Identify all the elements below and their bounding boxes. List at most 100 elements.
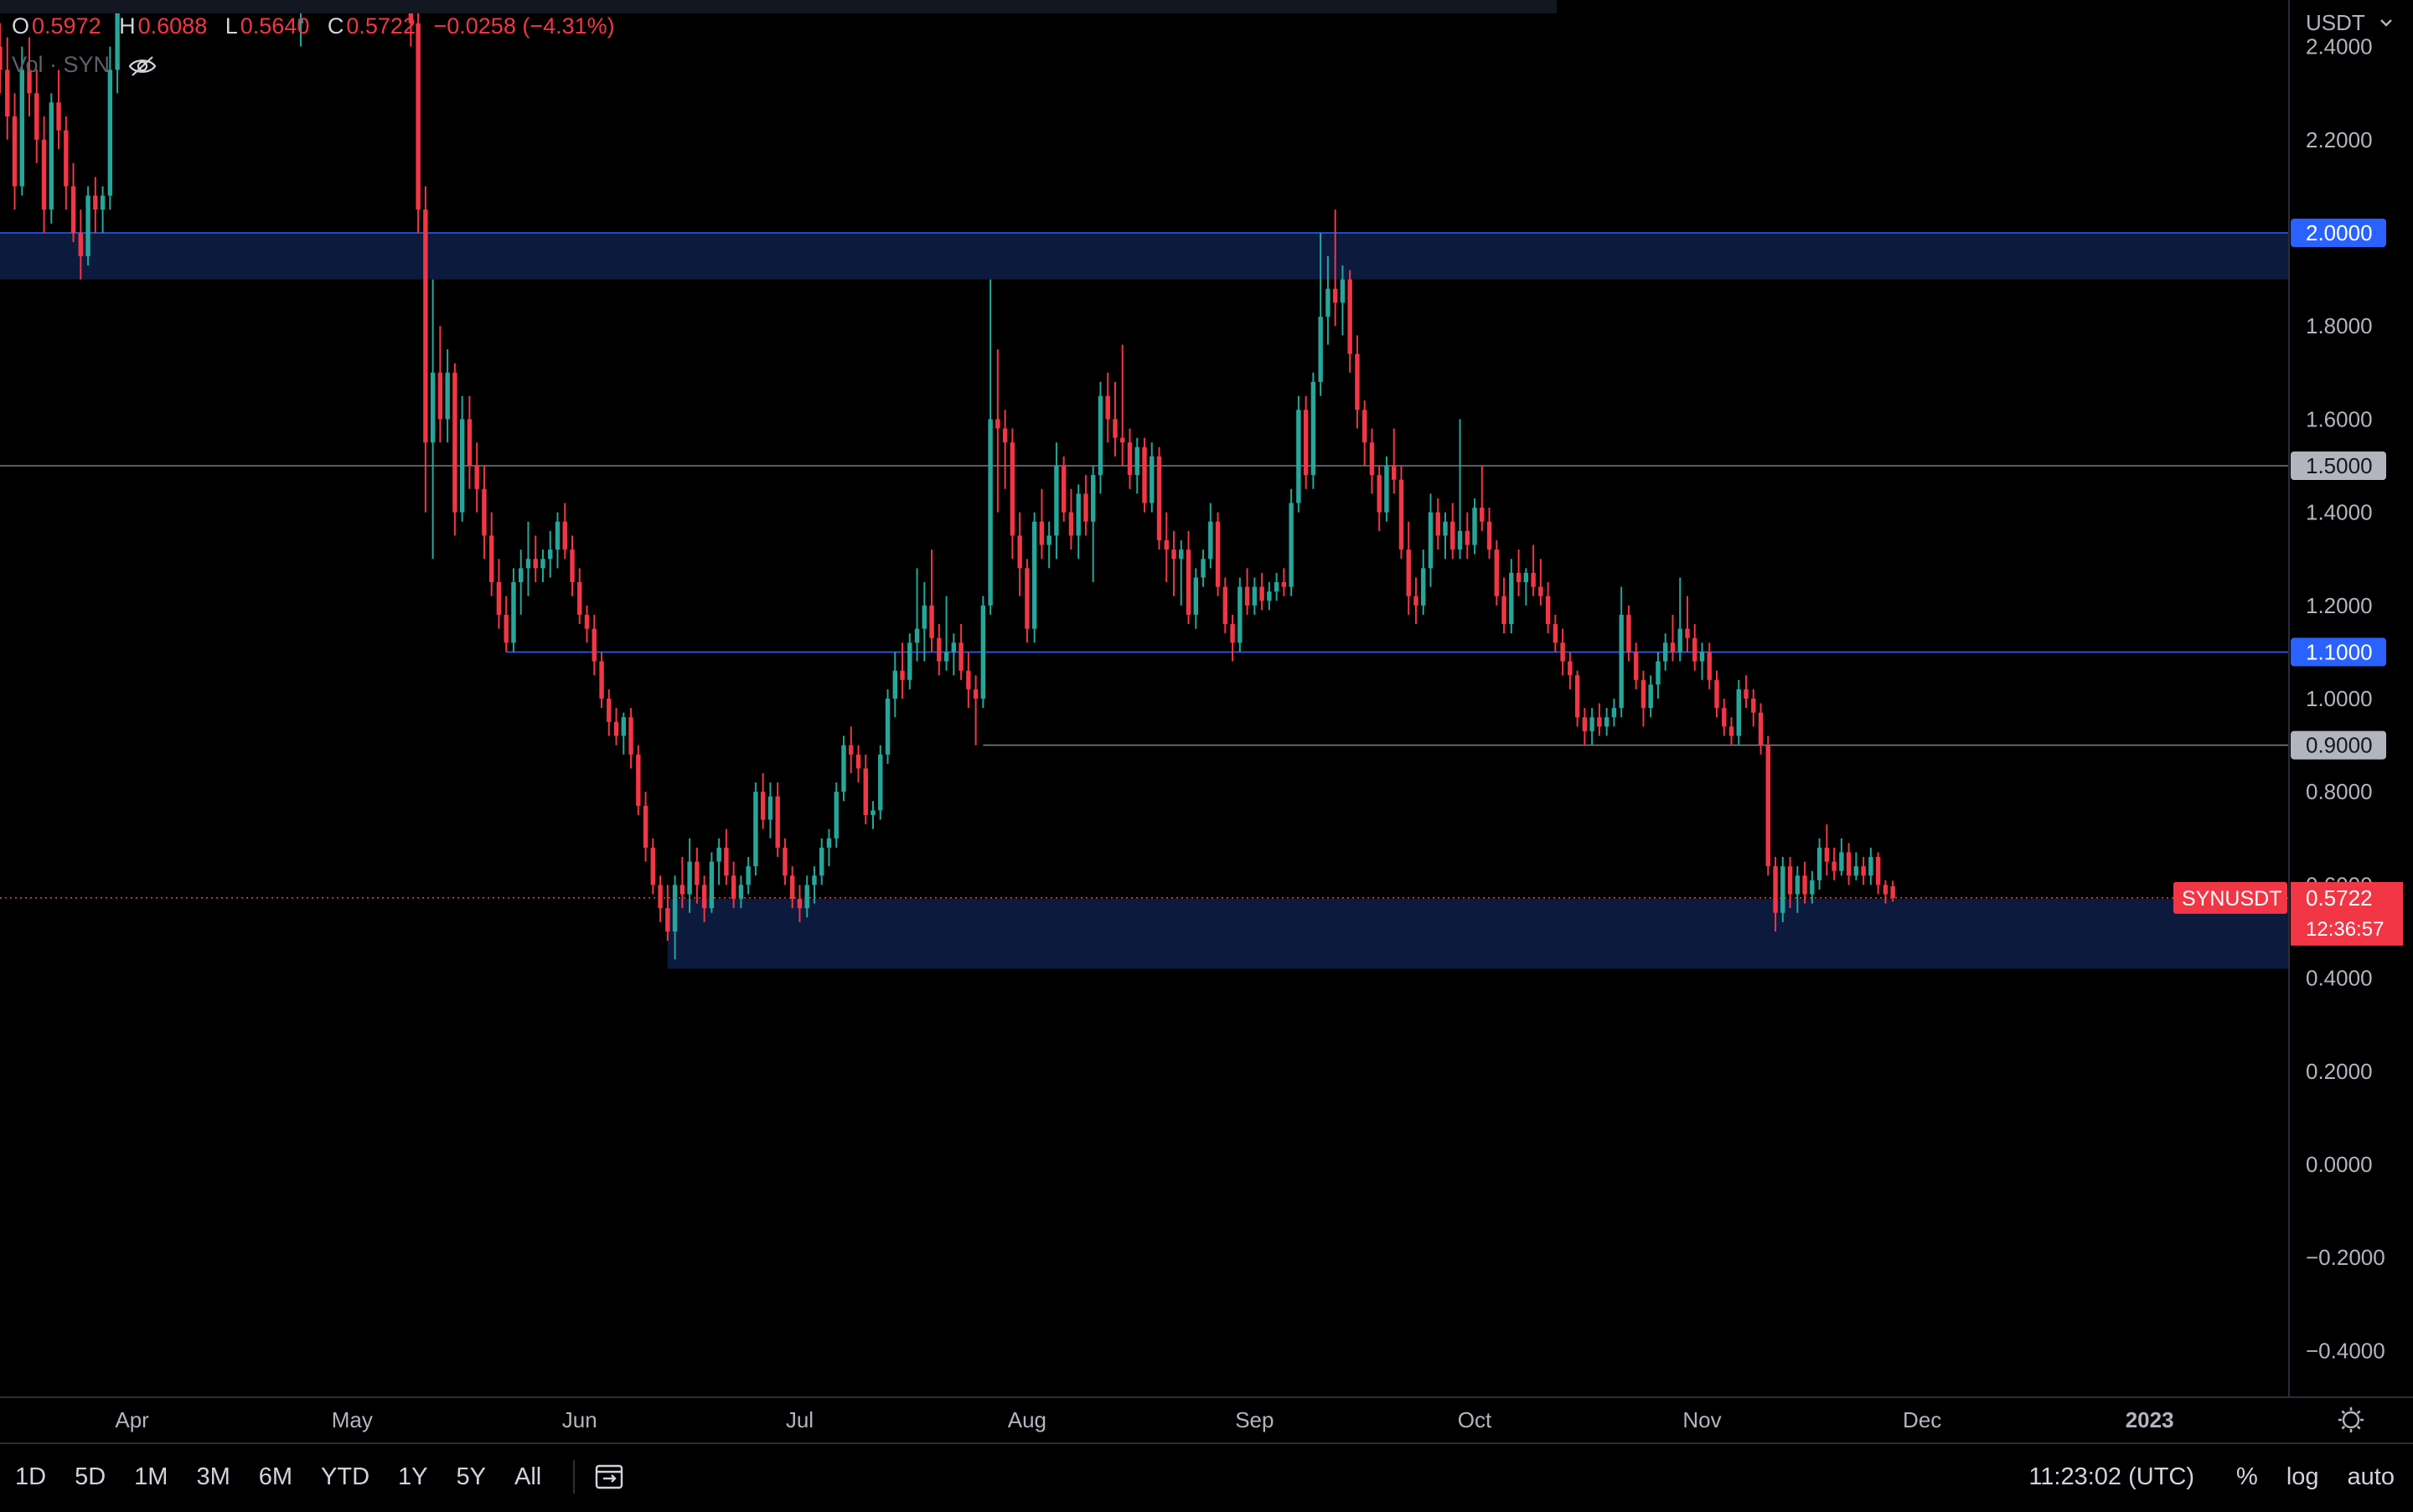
candle-body: [1142, 446, 1147, 503]
candle-body: [452, 372, 457, 513]
change-value: −0.0258 (−4.31%): [433, 13, 615, 39]
go-to-date-icon[interactable]: [593, 1460, 627, 1494]
candle-body: [914, 628, 920, 643]
candle-body: [1589, 717, 1594, 731]
chevron-down-icon[interactable]: [2380, 19, 2392, 27]
candle-body: [1090, 475, 1096, 522]
candle-body: [1413, 596, 1418, 606]
time-axis-tick: Dec: [1903, 1407, 1941, 1432]
candle-body: [1480, 508, 1485, 522]
bottom-right-controls: 11:23:02 (UTC) % log auto: [2028, 1444, 2413, 1509]
candle-body: [871, 810, 876, 815]
eye-hidden-icon[interactable]: [128, 55, 157, 77]
settings-gear-icon[interactable]: [2338, 1407, 2364, 1432]
time-axis-tick: May: [332, 1407, 373, 1432]
candle-body: [1113, 419, 1118, 438]
range-3m-button[interactable]: 3M: [196, 1463, 230, 1490]
candle-body: [1472, 508, 1477, 545]
price-axis-tick: −0.2000: [2306, 1245, 2385, 1270]
symbol-tag: [2173, 881, 2287, 914]
range-all-button[interactable]: All: [514, 1463, 542, 1490]
log-scale-toggle[interactable]: log: [2286, 1463, 2319, 1490]
candle-body: [1611, 708, 1617, 718]
price-axis-tick: −0.4000: [2306, 1338, 2385, 1363]
price-axis-tick: 1.0000: [2306, 686, 2373, 711]
candle-body: [1164, 539, 1169, 550]
candle-body: [1347, 279, 1352, 354]
candle-body: [85, 195, 90, 256]
candle-body: [1545, 596, 1551, 625]
candle-body: [1516, 572, 1522, 582]
candle-body: [1773, 866, 1778, 913]
candle-body: [474, 466, 479, 489]
range-1d-button[interactable]: 1D: [15, 1463, 47, 1490]
candle-body: [1252, 586, 1258, 606]
candle-body: [488, 535, 494, 582]
range-1m-button[interactable]: 1M: [134, 1463, 168, 1490]
range-6m-button[interactable]: 6M: [258, 1463, 293, 1490]
candle-body: [34, 93, 39, 140]
time-axis-tick: Jul: [786, 1407, 814, 1432]
support-resistance-zone[interactable]: [0, 233, 2289, 280]
utc-clock[interactable]: 11:23:02 (UTC): [2028, 1463, 2195, 1490]
candle-body: [658, 885, 663, 909]
price-axis-tick: 2.4000: [2306, 34, 2373, 59]
range-1y-button[interactable]: 1Y: [398, 1463, 428, 1490]
price-level-tag-label: 2.0000: [2306, 220, 2373, 245]
candle-body: [1392, 466, 1397, 480]
volume-legend[interactable]: Vol · SYN: [12, 52, 157, 78]
gear-tooth: [2341, 1425, 2346, 1430]
candle-body: [1853, 866, 1859, 876]
candle-body: [1010, 442, 1015, 536]
candle-body: [5, 70, 10, 116]
candle-body: [1362, 410, 1367, 443]
candle-body: [709, 861, 715, 909]
range-5y-button[interactable]: 5Y: [456, 1463, 487, 1490]
price-axis-tick: 1.4000: [2306, 500, 2373, 525]
candle-body: [900, 670, 905, 680]
price-level-tag[interactable]: [2291, 452, 2386, 480]
toolbar-divider: [573, 1460, 576, 1494]
candle-body: [27, 70, 32, 94]
price-level-tag[interactable]: [2291, 730, 2386, 760]
candle-body: [1816, 847, 1822, 880]
support-resistance-zone[interactable]: [667, 899, 2290, 969]
candle-body: [863, 768, 868, 815]
candle-body: [1582, 717, 1588, 731]
price-axis-tick: 1.2000: [2306, 593, 2373, 618]
candle-body: [56, 102, 61, 131]
low-value: 0.5640: [240, 13, 310, 39]
candle-body: [1839, 852, 1844, 871]
candle-body: [1810, 880, 1815, 895]
price-level-tag-label: 0.9000: [2306, 733, 2373, 758]
candle-body: [1083, 493, 1088, 522]
candle-body: [437, 372, 443, 420]
price-level-tag[interactable]: [2291, 637, 2386, 667]
candle-body: [599, 661, 604, 699]
candle-body: [1523, 572, 1529, 582]
candle-body: [1509, 572, 1514, 625]
price-level-tag[interactable]: [2291, 219, 2386, 247]
candle-body: [1486, 521, 1492, 550]
ohlc-legend: O 0.5972 H 0.6088 L 0.5640 C 0.5722 −0.0258 …: [12, 13, 615, 39]
candle-body: [892, 670, 897, 699]
percent-scale-toggle[interactable]: %: [2236, 1463, 2258, 1490]
candle-body: [1494, 550, 1500, 596]
candle-body: [1039, 521, 1045, 545]
candle-body: [1150, 456, 1155, 503]
candle-body: [855, 754, 861, 769]
candle-body: [1656, 661, 1661, 685]
candle-body: [1274, 582, 1279, 592]
candle-body: [430, 372, 436, 443]
candle-body: [613, 721, 619, 736]
candle-body: [115, 0, 120, 70]
candle-body: [1861, 866, 1866, 876]
range-5d-button[interactable]: 5D: [75, 1463, 106, 1490]
candle-body: [1259, 586, 1264, 601]
candle-body: [1061, 466, 1067, 513]
range-ytd-button[interactable]: YTD: [321, 1463, 370, 1490]
auto-scale-toggle[interactable]: auto: [2347, 1463, 2395, 1490]
candle-body: [1332, 288, 1338, 303]
